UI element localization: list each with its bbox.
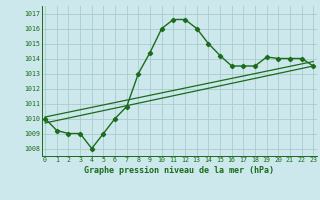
X-axis label: Graphe pression niveau de la mer (hPa): Graphe pression niveau de la mer (hPa) <box>84 166 274 175</box>
